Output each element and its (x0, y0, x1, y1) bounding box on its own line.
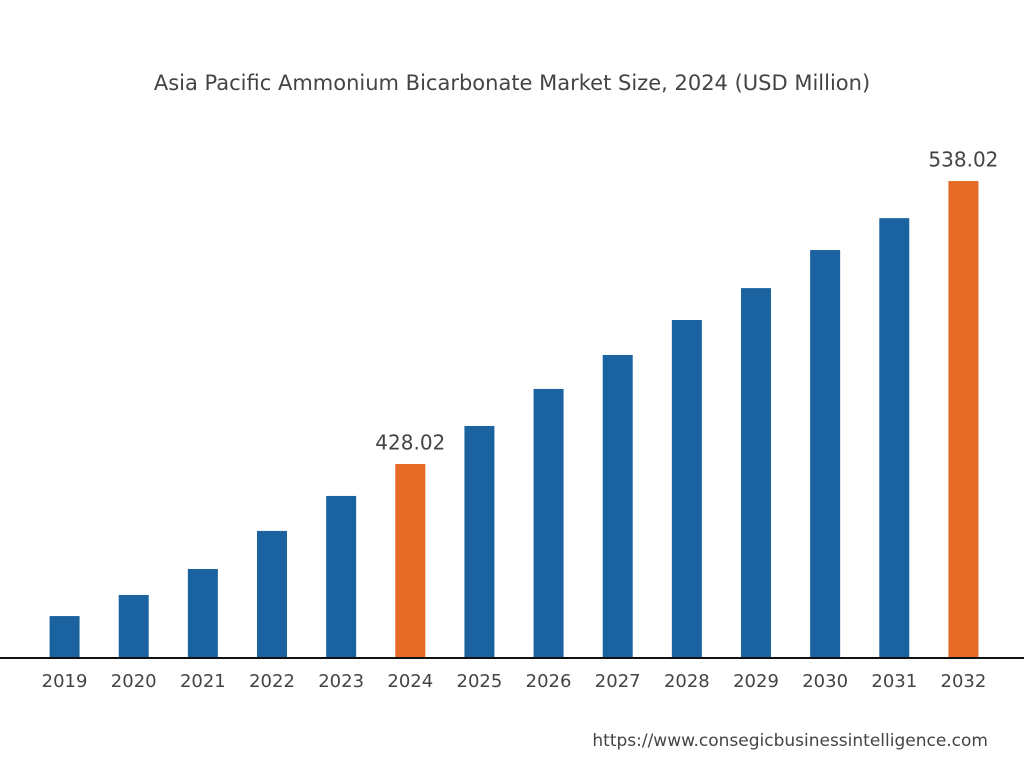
x-tick-label: 2031 (871, 671, 917, 692)
bar (533, 388, 564, 658)
data-label: 538.02 (928, 148, 998, 172)
bar (671, 319, 702, 658)
x-tick-label: 2028 (664, 671, 710, 692)
x-tick-label: 2025 (457, 671, 503, 692)
x-tick-label: 2024 (387, 671, 433, 692)
x-tick-label: 2020 (111, 671, 157, 692)
x-tick-label: 2023 (318, 671, 364, 692)
bar (118, 594, 149, 658)
x-tick-label: 2032 (941, 671, 987, 692)
bar (326, 495, 357, 658)
x-tick-label: 2019 (42, 671, 88, 692)
bar (741, 288, 771, 658)
x-tick-label: 2026 (526, 671, 572, 692)
bar (187, 568, 218, 658)
bar (879, 218, 910, 658)
x-tick-label: 2022 (249, 671, 295, 692)
bar (257, 530, 287, 658)
x-tick-label: 2029 (733, 671, 779, 692)
data-label: 428.02 (375, 430, 445, 454)
bar (948, 181, 979, 659)
bar (464, 425, 495, 658)
x-tick-label: 2021 (180, 671, 226, 692)
x-tick-label: 2027 (595, 671, 641, 692)
bar (49, 616, 80, 658)
chart-title: Asia Pacific Ammonium Bicarbonate Market… (154, 71, 870, 95)
source-url: https://www.consegicbusinessintelligence… (592, 731, 988, 751)
bar (602, 354, 633, 658)
bar (395, 463, 426, 658)
x-tick-label: 2030 (802, 671, 848, 692)
bar (810, 250, 841, 658)
